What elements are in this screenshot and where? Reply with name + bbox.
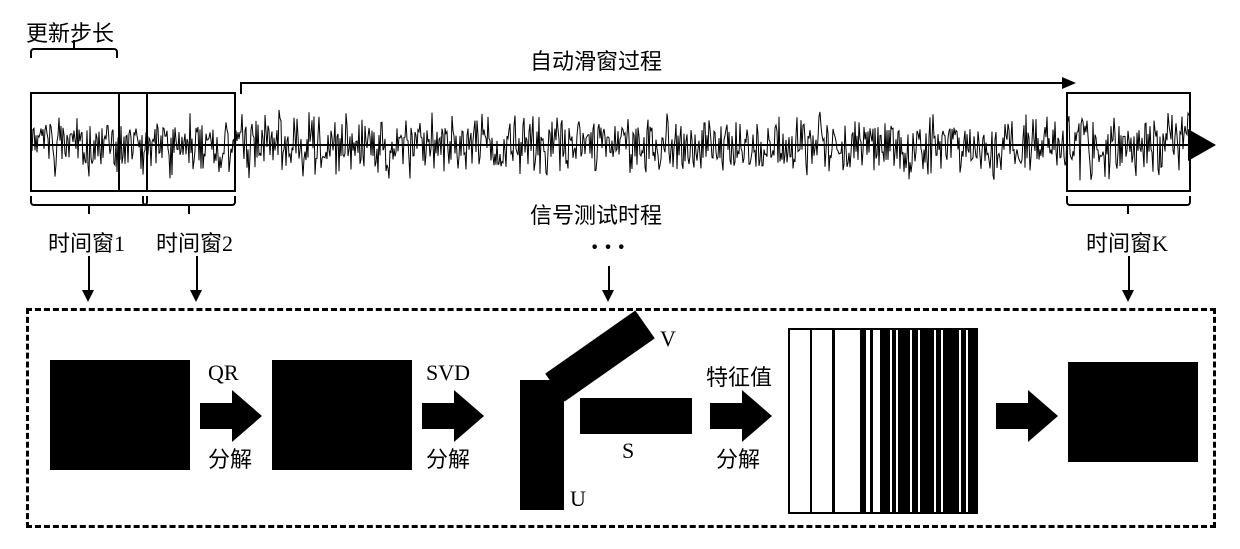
matrix-block-3 [1068,362,1198,462]
arrow-svd [422,390,484,442]
label-eigen: 特征值 [706,360,772,392]
sliding-arrow-line [240,82,1062,84]
window-1-down-stem [88,256,90,290]
timeline-arrowhead [1188,129,1222,163]
arrow-qr [200,390,262,442]
matrix-U [520,380,564,510]
window-k-box [1066,92,1191,192]
label-window-1: 时间窗1 [48,226,125,258]
brace-update-step [30,48,118,58]
label-update-step: 更新步长 [26,16,114,48]
matrix-S [580,398,692,434]
brace-window-1-stem [88,206,90,214]
center-down-head [602,290,614,302]
center-down-stem [608,266,610,290]
arrow-final [996,390,1058,442]
window-2-down-head [190,290,202,302]
diagram-stage: 更新步长 自动滑窗过程 信号测试时程 时间窗1 时间窗2 时间窗K ··· [10,10,1230,539]
label-signal-duration: 信号测试时程 [530,198,662,230]
label-decompose-3: 分解 [716,442,760,474]
window-k-down-head [1122,290,1134,302]
label-window-k: 时间窗K [1086,226,1168,258]
spectrum-panel [788,328,978,514]
arrow-eigen [710,390,772,442]
label-U: U [570,486,586,512]
brace-window-2-stem [188,206,190,214]
label-decompose-1: 分解 [208,442,252,474]
matrix-block-1 [50,360,190,470]
label-window-2: 时间窗2 [156,226,233,258]
window-2-down-stem [196,256,198,290]
label-qr: QR [208,360,239,386]
label-svd: SVD [426,360,470,386]
matrix-block-2 [272,360,412,470]
brace-window-1 [30,196,148,206]
brace-window-2 [142,196,236,206]
ellipsis-top: ··· [590,232,630,264]
brace-window-k-stem [1127,206,1129,214]
label-S: S [622,438,634,464]
sliding-arrow-start-tick [240,82,242,94]
window-1-down-head [82,290,94,302]
label-decompose-2: 分解 [426,442,470,474]
label-sliding-process: 自动滑窗过程 [530,44,662,76]
window-k-down-stem [1128,256,1130,290]
brace-window-k [1066,196,1191,206]
label-V: V [660,326,676,352]
brace-update-step-stem [73,40,75,48]
window-2-box [118,92,236,192]
sliding-arrow-head [1062,77,1076,89]
